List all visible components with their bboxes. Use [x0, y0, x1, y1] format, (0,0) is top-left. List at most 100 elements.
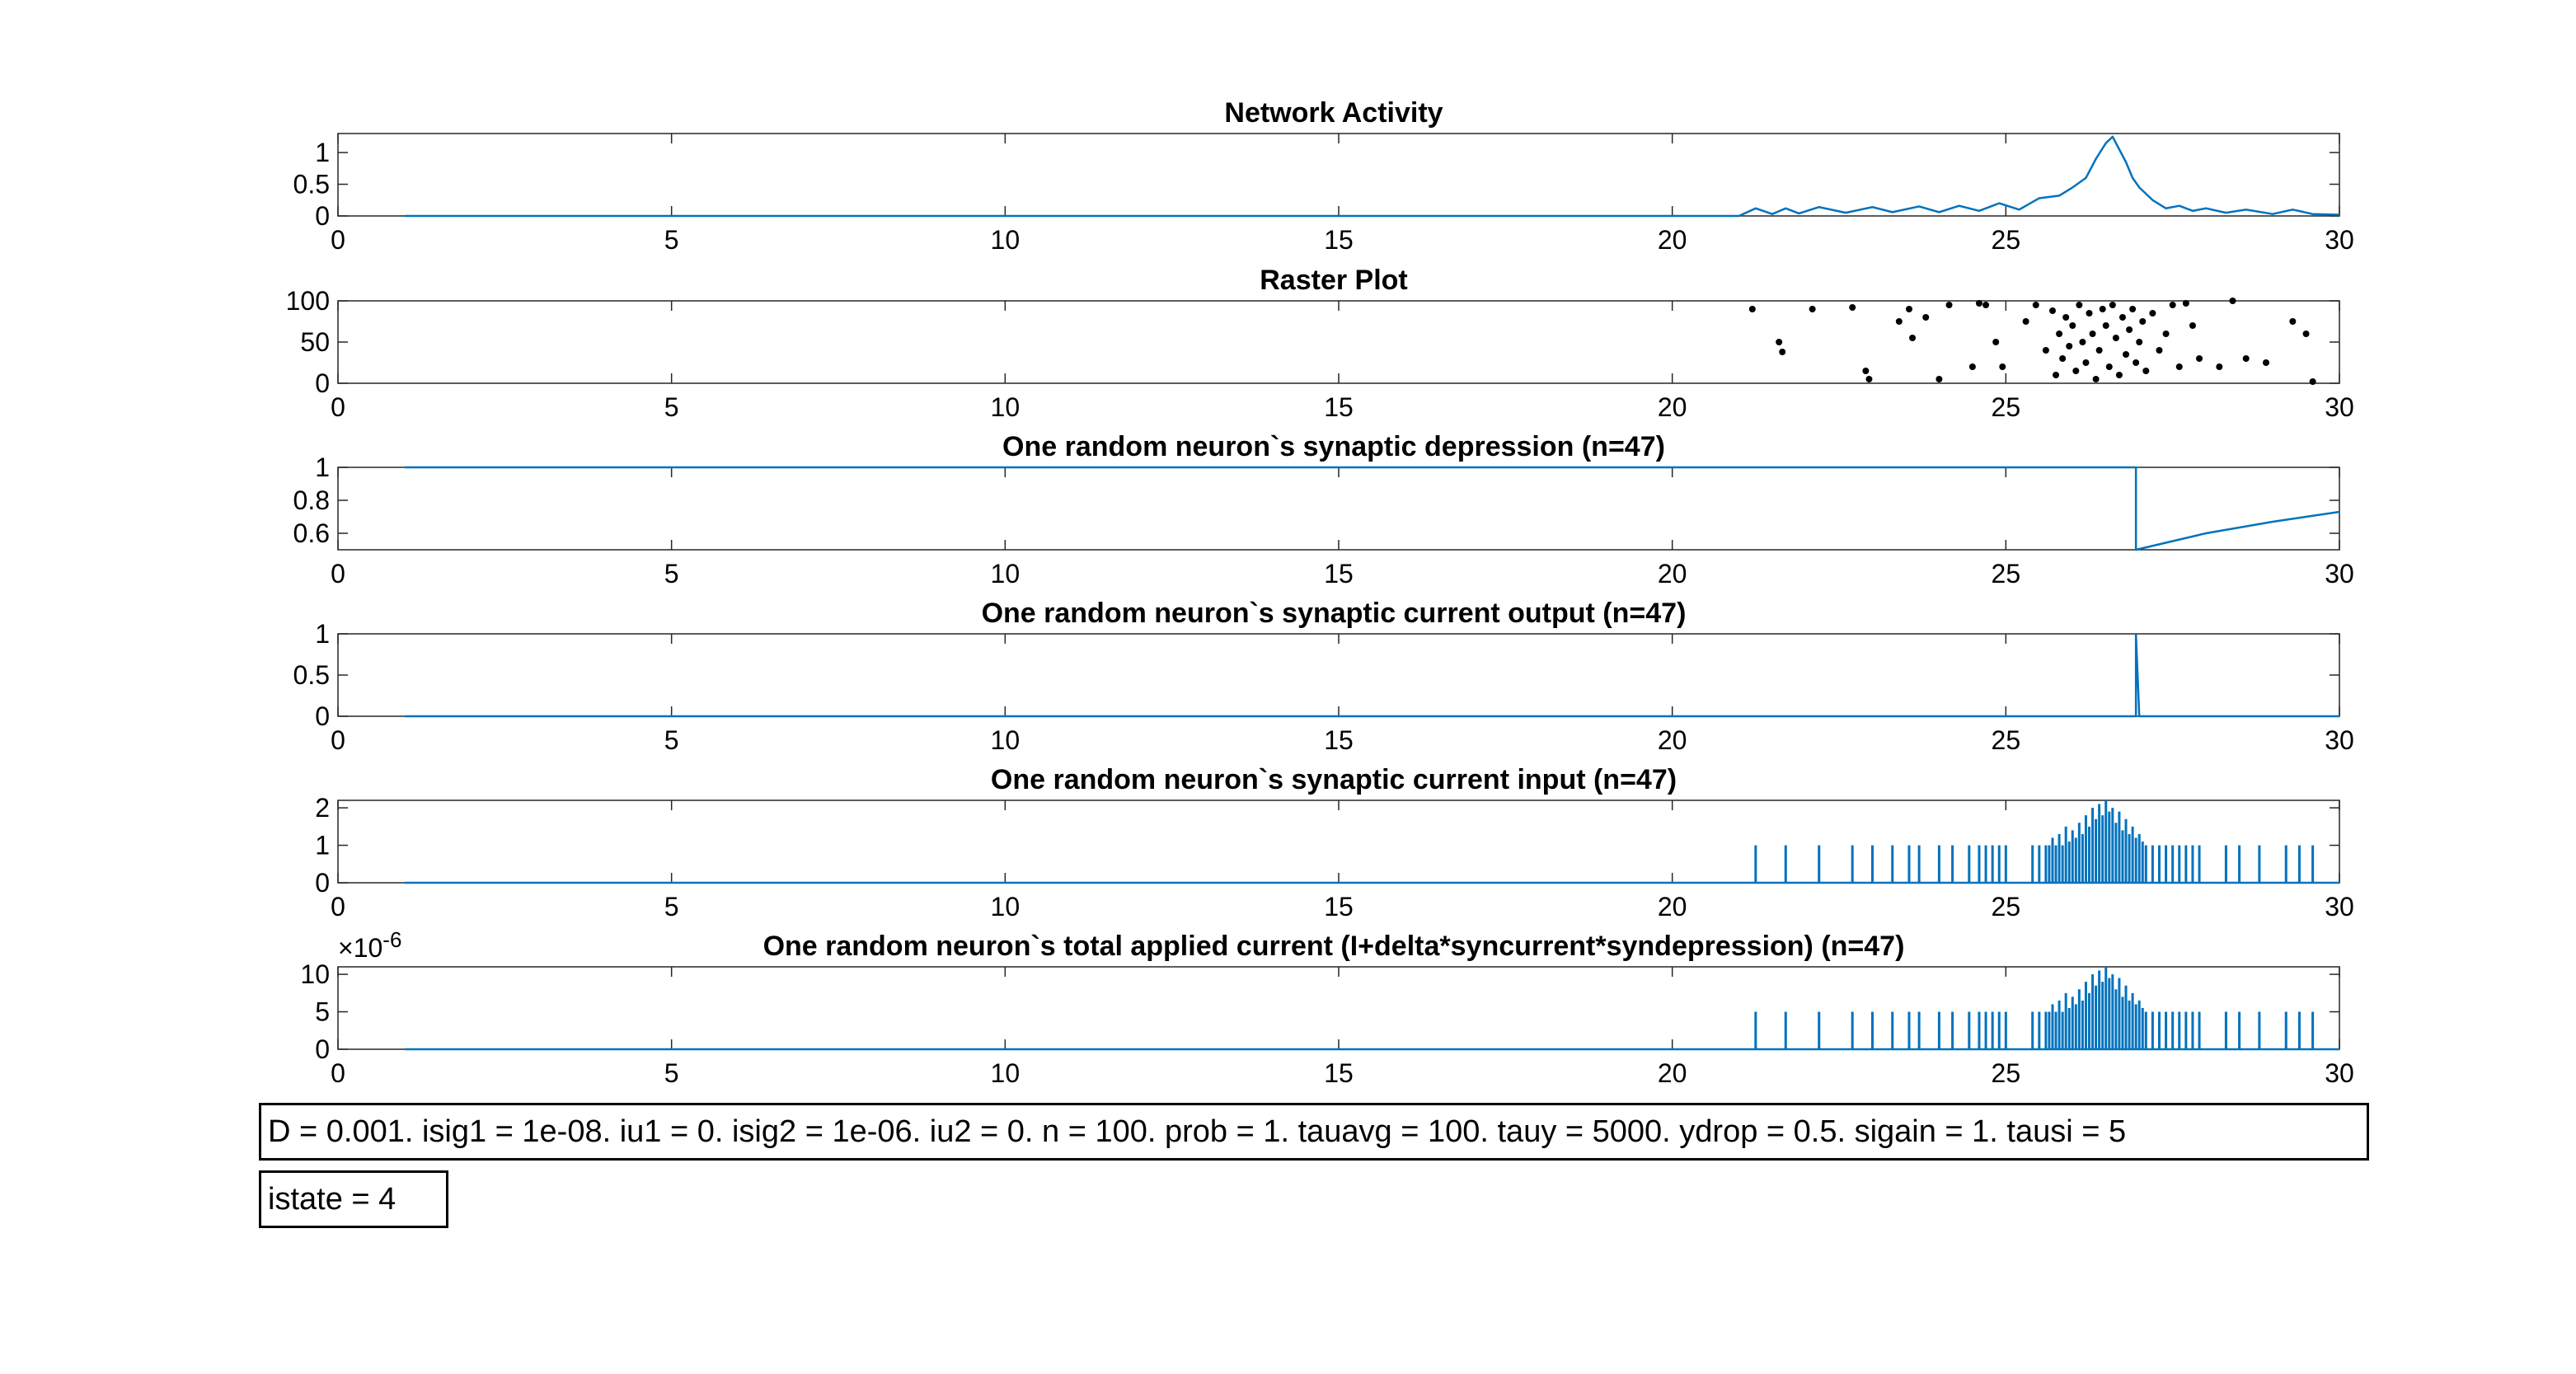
raster-spike-dot: [2129, 306, 2137, 312]
raster-spike-dot: [2102, 322, 2109, 329]
raster-spike-dot: [1849, 304, 1856, 311]
raster-spike-dot: [2022, 318, 2029, 325]
axes-box: [337, 300, 2340, 384]
x-tick-label: 30: [2325, 892, 2354, 921]
raster-spike-dot: [1895, 318, 1903, 325]
x-tick-label: 15: [1324, 1058, 1354, 1088]
panel-4: 0 5 10 15 20 25 30 0 0.5 1 One random neuron`s syn…: [293, 598, 2354, 755]
panel-6: 0 5 10 15 20 25 30 0 5 10 One random neuron`s tota…: [300, 927, 2353, 1088]
raster-spike-dot: [2095, 347, 2103, 354]
x-tick-label: 20: [1658, 725, 1687, 755]
x-tick-label: 5: [664, 892, 679, 921]
raster-spike-dot: [1809, 306, 1816, 312]
x-tick-label: 10: [991, 725, 1021, 755]
raster-spike-dot: [1862, 368, 1870, 374]
x-tick-label: 30: [2325, 225, 2354, 255]
y-tick-label: 0: [315, 368, 330, 398]
raster-spike-dot: [2069, 322, 2076, 329]
raster-spike-dot: [2079, 339, 2086, 345]
raster-spike-dot: [2032, 302, 2039, 308]
axes-box: [337, 633, 2340, 717]
series-line: [404, 135, 2340, 218]
raster-spike-dot: [2216, 363, 2223, 370]
x-tick-label: 30: [2325, 392, 2354, 422]
y-exponent-label: ×10-6: [338, 927, 401, 963]
y-tick-label: 0.5: [293, 660, 330, 690]
y-tick-label: 0.8: [293, 485, 330, 515]
y-tick-label: 10: [300, 959, 330, 989]
raster-spike-dot: [2076, 302, 2083, 308]
raster-spike-dot: [2089, 331, 2096, 337]
panel-title: Network Activity: [1224, 97, 1443, 129]
y-exponent-base: ×10: [338, 933, 382, 963]
raster-spike-dot: [2099, 306, 2106, 312]
panel-title: One random neuron`s synaptic current out…: [982, 598, 1687, 629]
raster-spike-dot: [2189, 322, 2196, 329]
raster-spike-dot: [2169, 302, 2176, 308]
x-tick-label: 0: [331, 725, 345, 755]
raster-spike-dot: [2056, 331, 2063, 337]
raster-spike-dot: [2309, 378, 2316, 385]
y-tick-label: 1: [315, 453, 330, 482]
x-tick-label: 10: [991, 225, 1021, 255]
raster-spike-dot: [2109, 302, 2116, 308]
y-tick-label: 1: [315, 619, 330, 649]
series-line: [404, 466, 2340, 551]
x-tick-label: 30: [2325, 559, 2354, 589]
raster-spike-dot: [1922, 314, 1930, 321]
raster-spike-dot: [1779, 349, 1786, 355]
panel-1: 0 5 10 15 20 25 30 00.5 1 Network Activity: [293, 97, 2354, 255]
panel-5: 0 5 10 15 20 25 30 0 1 2 One random neuron`s synap…: [315, 764, 2354, 921]
x-tick-label: 20: [1658, 225, 1687, 255]
x-tick-label: 15: [1324, 225, 1354, 255]
x-tick-label: 0: [331, 225, 345, 255]
raster-spike-dot: [2062, 314, 2070, 321]
raster-spike-dot: [2042, 347, 2049, 354]
panel-title: One random neuron`s total applied curren…: [763, 931, 1905, 962]
x-tick-label: 30: [2325, 725, 2354, 755]
x-tick-label: 5: [664, 392, 679, 422]
raster-spike-dot: [2156, 347, 2163, 354]
x-tick-label: 5: [664, 725, 679, 755]
x-tick-label: 15: [1324, 392, 1354, 422]
raster-spike-dot: [2182, 300, 2189, 307]
x-tick-label: 5: [664, 225, 679, 255]
x-tick-label: 20: [1658, 892, 1687, 921]
raster-spike-dot: [2133, 359, 2140, 366]
panel-3: 0 5 10 15 20 25 30 0.60.8 1 One random neuron`s s…: [293, 431, 2354, 589]
axes-box: [337, 467, 2340, 551]
raster-spike-dot: [2162, 331, 2170, 337]
state-annotation: istate = 4: [259, 1170, 448, 1228]
y-tick-label: 50: [300, 327, 330, 357]
x-tick-label: 20: [1658, 559, 1687, 589]
raster-spike-dot: [1865, 376, 1873, 382]
axes-box: [337, 133, 2340, 217]
series-line: [404, 632, 2339, 718]
panel-title: One random neuron`s synaptic depression …: [1002, 431, 1665, 462]
x-tick-label: 15: [1324, 892, 1354, 921]
y-tick-label: 1: [315, 138, 330, 167]
x-tick-label: 0: [331, 559, 345, 589]
parameters-annotation: D = 0.001. isig1 = 1e-08. iu1 = 0. isig2…: [259, 1103, 2369, 1161]
raster-spike-dot: [1999, 363, 2006, 370]
x-tick-label: 0: [331, 892, 345, 921]
x-tick-label: 20: [1658, 392, 1687, 422]
raster-spike-dot: [2149, 310, 2156, 317]
x-tick-label: 25: [1992, 559, 2021, 589]
panel-title: Raster Plot: [1260, 265, 1408, 296]
x-tick-label: 0: [331, 392, 345, 422]
x-tick-label: 25: [1992, 225, 2021, 255]
raster-spike-dot: [2059, 355, 2067, 362]
x-tick-label: 10: [991, 559, 1021, 589]
raster-spike-dot: [2262, 359, 2269, 366]
raster-spike-dot: [1945, 302, 1953, 308]
raster-spike-dot: [1992, 339, 2000, 345]
raster-spike-dot: [1909, 335, 1917, 341]
raster-spike-dot: [2105, 363, 2113, 370]
x-tick-label: 0: [331, 1058, 345, 1088]
raster-spike-dot: [2123, 351, 2130, 358]
y-exponent-power: -6: [382, 927, 401, 952]
raster-spike-dot: [2139, 318, 2147, 325]
x-tick-label: 5: [664, 1058, 679, 1088]
raster-spike-dot: [1936, 376, 1943, 382]
